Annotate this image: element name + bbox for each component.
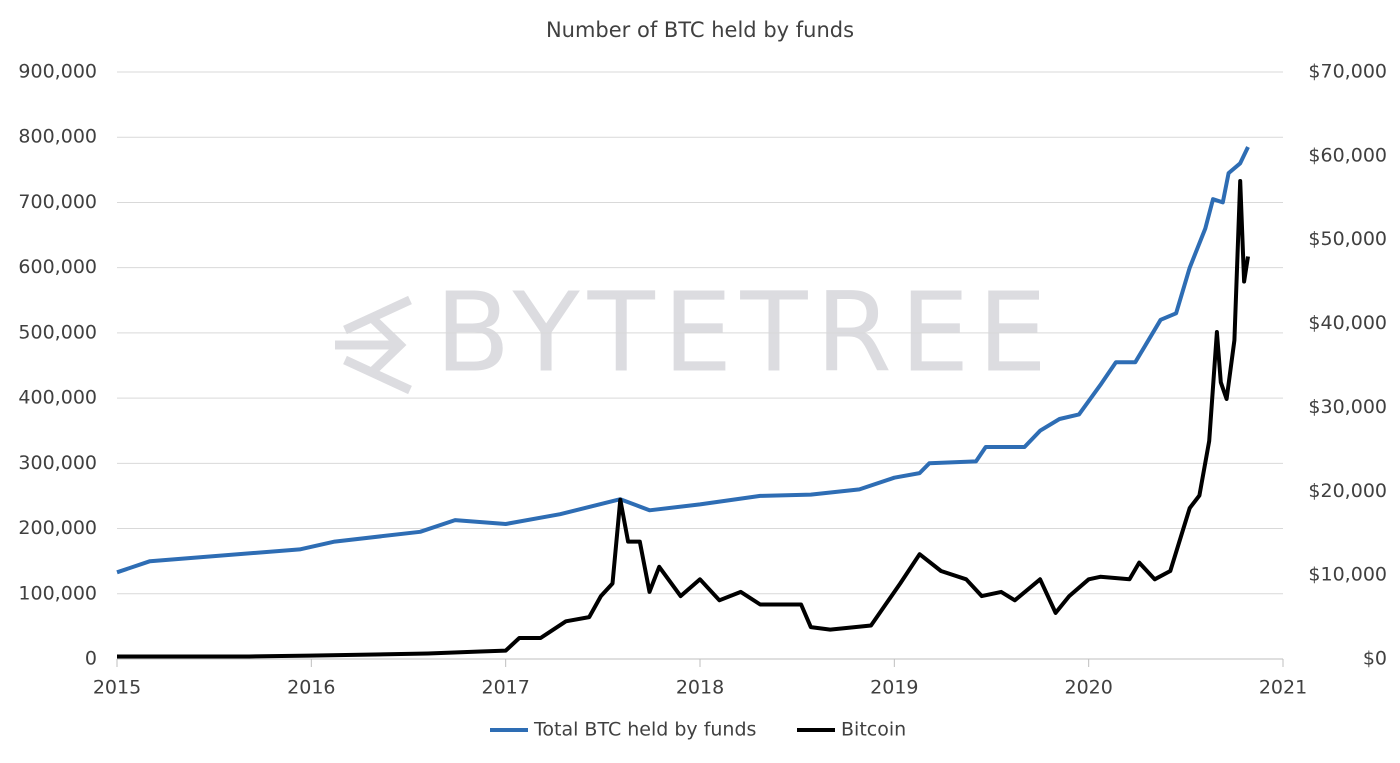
y-tick-label: 0 — [85, 648, 97, 670]
y-tick-label: 900,000 — [18, 61, 97, 83]
x-tick-label: 2016 — [287, 677, 335, 699]
y2-tick-label: $0 — [1363, 648, 1387, 670]
series-line — [116, 146, 1250, 575]
y2-tick-label: $10,000 — [1308, 564, 1387, 586]
x-tick-label: 2018 — [676, 677, 724, 699]
chart-title: Number of BTC held by funds — [546, 18, 854, 42]
x-tick-label: 2015 — [93, 677, 141, 699]
series-line — [117, 179, 1250, 659]
x-tick-label: 2020 — [1064, 677, 1112, 699]
y2-tick-label: $50,000 — [1308, 228, 1387, 250]
x-tick-label: 2017 — [481, 677, 529, 699]
watermark-logo — [335, 295, 412, 395]
y2-tick-label: $30,000 — [1308, 396, 1387, 418]
y-tick-label: 300,000 — [18, 452, 97, 474]
y2-tick-label: $60,000 — [1308, 144, 1387, 166]
y-tick-label: 200,000 — [18, 517, 97, 539]
legend-label: Total BTC held by funds — [533, 719, 756, 741]
y-tick-label: 400,000 — [18, 387, 97, 409]
y2-tick-label: $70,000 — [1308, 61, 1387, 83]
y-tick-label: 800,000 — [18, 126, 97, 148]
y2-tick-label: $40,000 — [1308, 312, 1387, 334]
x-tick-label: 2021 — [1259, 677, 1307, 699]
watermark: BYTETREE — [435, 268, 1055, 396]
x-tick-label: 2019 — [870, 677, 918, 699]
y-tick-label: 100,000 — [18, 582, 97, 604]
y2-tick-label: $20,000 — [1308, 480, 1387, 502]
legend-label: Bitcoin — [841, 719, 906, 741]
y-tick-label: 600,000 — [18, 256, 97, 278]
y-tick-label: 500,000 — [18, 321, 97, 343]
y-tick-label: 700,000 — [18, 191, 97, 213]
